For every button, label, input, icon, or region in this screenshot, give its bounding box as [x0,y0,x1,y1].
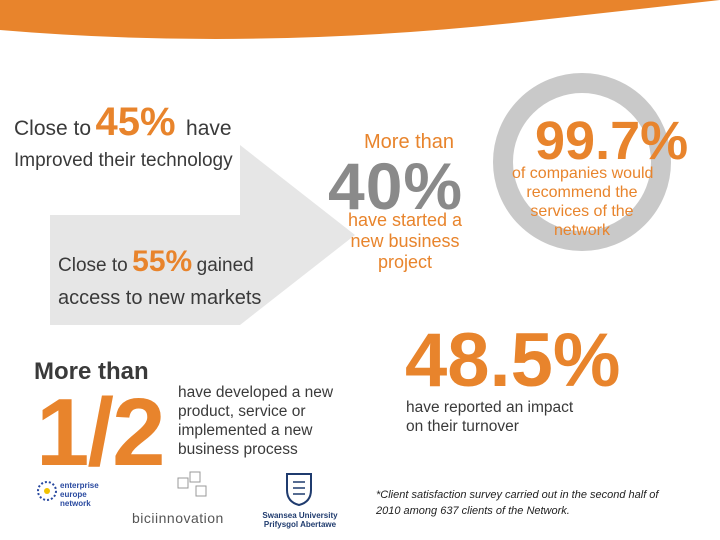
arrow-shape [50,145,355,325]
stat-business-line1: have started a [347,210,463,230]
stat-technology-value: 45% [95,100,176,144]
stat-product-intro: More than [34,358,149,385]
stat-recommend-line1: of companies would [512,165,654,182]
header-bar [0,0,720,44]
stat-turnover-desc: have reported an impact on their turnove… [406,398,573,436]
cube-cluster-icon [177,471,207,497]
stat-recommend-line2: recommend the [526,184,638,201]
stat-product-line3: implemented a new [178,422,313,439]
stat-technology-prefix: Close to [14,117,92,140]
stat-turnover-line1: have reported an impact [406,399,574,416]
stat-recommend-desc: of companies would recommend the service… [512,164,654,240]
stat-business-desc: have started a new business project [340,210,470,273]
stat-product-line4: business process [178,441,298,458]
stat-technology-suffix: have [186,117,232,140]
stat-markets-suffix: gained [196,255,254,276]
stat-business-value: 40% [328,149,464,223]
stat-recommend-line3: services of the [530,203,634,220]
stat-technology-desc: Improved their technology [14,150,233,171]
stat-business-line2: new business [350,231,460,251]
stat-recommend-value: 99.7% [535,111,689,171]
stat-business-intro: More than [364,131,455,153]
stat-product-line2: product, service or [178,403,306,420]
stat-product-line1: have developed a new [178,384,334,401]
bic-text: biciinnovation [132,510,224,526]
stat-recommend-line4: network [553,222,611,239]
stat-markets-value: 55% [132,245,193,278]
logo-bic-innovation: biciinnovation [130,470,250,534]
een-line2: europe [60,489,87,499]
stat-turnover-value: 48.5% [405,318,621,403]
een-line3: network [60,498,91,508]
stat-product-desc: have developed a new product, service or… [178,383,333,459]
stat-markets-prefix: Close to [58,255,128,276]
stat-turnover-line2: on their turnover [406,418,519,435]
swansea-line2: Prifysgol Abertawe [263,519,337,529]
logo-swansea-university: Swansea University Prifysgol Abertawe [254,472,346,536]
crest-shield-icon [286,473,312,506]
swansea-line1: Swansea University [262,511,338,520]
een-line1: enterprise [60,481,99,490]
stat-business-line3: project [377,252,433,272]
footnote-line1: *Client satisfaction survey carried out … [376,489,659,501]
logo-enterprise-europe-network: enterprise europe network [34,476,124,532]
stat-markets: Close to 55% gained [58,245,254,279]
stat-markets-desc: access to new markets [58,287,262,309]
footnote-line2: 2010 among 637 clients of the Network. [376,504,570,517]
star-circle-icon [37,481,57,501]
footnote: *Client satisfaction survey carried out … [376,488,716,520]
stat-product-value: 1/2 [36,379,165,486]
stat-technology: Close to 45% have [14,100,232,145]
recommend-ring [493,73,671,251]
